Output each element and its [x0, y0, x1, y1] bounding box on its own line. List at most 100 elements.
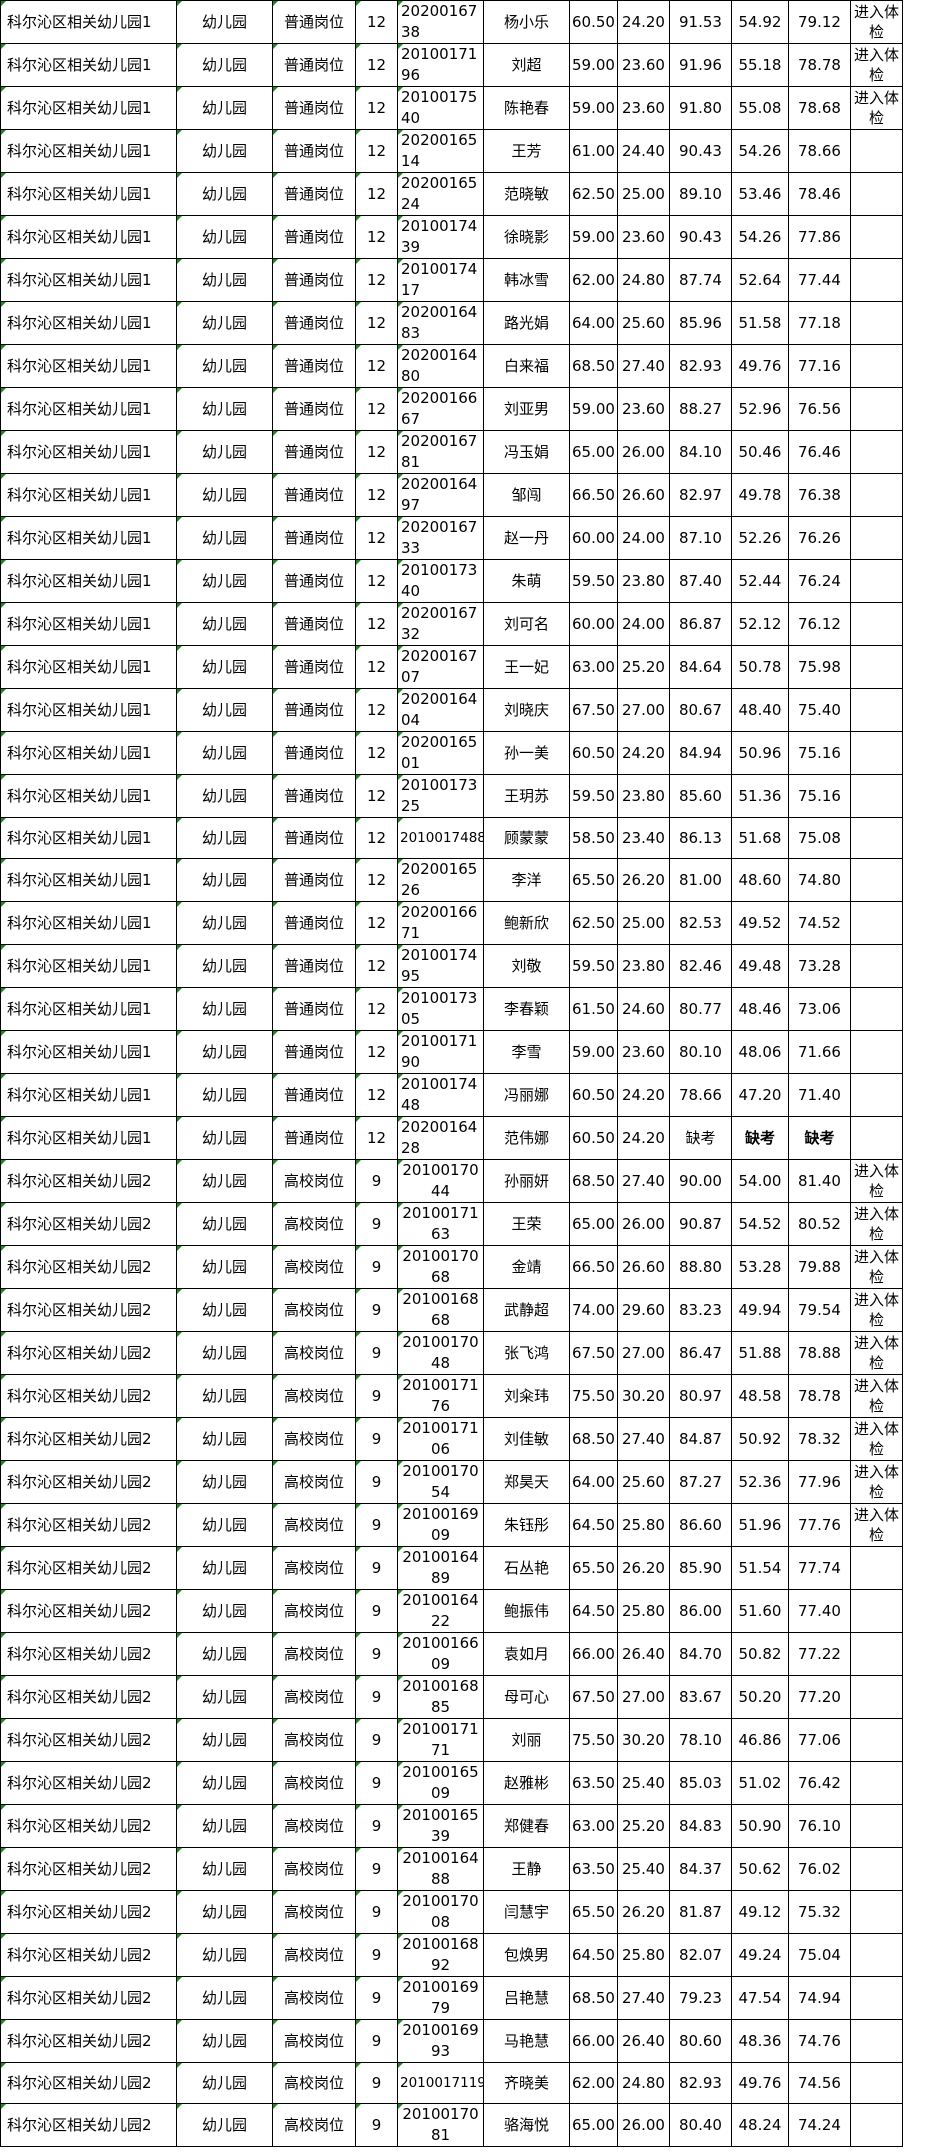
interview-weighted-cell: 缺考 [731, 1116, 789, 1160]
unit-cell: 科尔沁区相关幼儿园2 [0, 1589, 177, 1633]
name-cell: 刘亚男 [483, 387, 570, 431]
unit-cell: 科尔沁区相关幼儿园1 [0, 258, 177, 302]
quota-cell: 12 [355, 516, 398, 560]
quota-cell: 9 [355, 1675, 398, 1719]
written-weighted-cell: 23.60 [617, 43, 670, 87]
interview-weighted-cell: 50.78 [731, 645, 789, 689]
category-cell: 幼儿园 [176, 86, 273, 130]
table-row: 科尔沁区相关幼儿园1 幼儿园 普通岗位 12 2020016480 白来福 68.50 27.… [0, 344, 903, 388]
unit-cell: 科尔沁区相关幼儿园2 [0, 1718, 177, 1762]
interview-weighted-cell: 53.28 [731, 1245, 789, 1289]
interview-weighted-cell: 50.46 [731, 430, 789, 474]
post-cell: 高校岗位 [272, 1589, 356, 1633]
written-score-cell: 59.50 [569, 774, 618, 818]
category-cell: 幼儿园 [176, 1073, 273, 1117]
remark-cell [850, 1890, 903, 1934]
quota-cell: 12 [355, 129, 398, 173]
exam-id-cell: 2010016489 [397, 1546, 484, 1590]
quota-cell: 9 [355, 1890, 398, 1934]
exam-id-cell: 2020016497 [397, 473, 484, 517]
table-row: 科尔沁区相关幼儿园1 幼儿园 普通岗位 12 2020016707 王一妃 63.00 25.… [0, 645, 903, 689]
quota-cell: 12 [355, 172, 398, 216]
interview-score-cell: 82.93 [669, 2062, 732, 2104]
unit-cell: 科尔沁区相关幼儿园1 [0, 731, 177, 775]
written-weighted-cell: 24.00 [617, 602, 670, 646]
written-score-cell: 59.00 [569, 43, 618, 87]
exam-id-cell: 2020016428 [397, 1116, 484, 1160]
post-cell: 普通岗位 [272, 215, 356, 259]
category-cell: 幼儿园 [176, 1331, 273, 1375]
written-score-cell: 67.50 [569, 688, 618, 732]
written-score-cell: 61.50 [569, 987, 618, 1031]
table-row: 科尔沁区相关幼儿园1 幼儿园 普通岗位 12 2020016733 赵一丹 60.00 24.… [0, 516, 903, 560]
interview-weighted-cell: 48.60 [731, 858, 789, 902]
category-cell: 幼儿园 [176, 1761, 273, 1805]
quota-cell: 12 [355, 817, 398, 859]
written-score-cell: 62.00 [569, 2062, 618, 2104]
post-cell: 普通岗位 [272, 987, 356, 1031]
interview-score-cell: 86.47 [669, 1331, 732, 1375]
remark-cell [850, 602, 903, 646]
exam-id-cell: 2010016422 [397, 1589, 484, 1633]
exam-id-cell: 2010017163 [397, 1202, 484, 1246]
quota-cell: 9 [355, 1546, 398, 1590]
name-cell: 王玥苏 [483, 774, 570, 818]
remark-cell [850, 1675, 903, 1719]
unit-cell: 科尔沁区相关幼儿园1 [0, 645, 177, 689]
exam-id-cell: 2010017176 [397, 1374, 484, 1418]
interview-score-cell: 90.43 [669, 129, 732, 173]
table-row: 科尔沁区相关幼儿园2 幼儿园 高校岗位 9 2010016909 朱钰彤 64.50 25.8… [0, 1503, 903, 1547]
category-cell: 幼儿园 [176, 129, 273, 173]
exam-id-cell: 2020016404 [397, 688, 484, 732]
total-score-cell: 77.44 [788, 258, 851, 302]
category-cell: 幼儿园 [176, 2103, 273, 2147]
post-cell: 普通岗位 [272, 473, 356, 517]
written-score-cell: 61.00 [569, 129, 618, 173]
interview-score-cell: 80.97 [669, 1374, 732, 1418]
post-cell: 普通岗位 [272, 901, 356, 945]
post-cell: 高校岗位 [272, 1202, 356, 1246]
unit-cell: 科尔沁区相关幼儿园1 [0, 430, 177, 474]
unit-cell: 科尔沁区相关幼儿园1 [0, 901, 177, 945]
written-weighted-cell: 29.60 [617, 1288, 670, 1332]
exam-id-cell: 2010017495 [397, 944, 484, 988]
interview-score-cell: 88.80 [669, 1245, 732, 1289]
total-score-cell: 74.94 [788, 1976, 851, 2020]
interview-weighted-cell: 52.96 [731, 387, 789, 431]
exam-id-cell: 2010017119 [397, 2062, 484, 2104]
written-weighted-cell: 26.00 [617, 430, 670, 474]
table-row: 科尔沁区相关幼儿园2 幼儿园 高校岗位 9 2010017106 刘佳敏 68.50 27.4… [0, 1417, 903, 1461]
exam-id-cell: 2020016526 [397, 858, 484, 902]
category-cell: 幼儿园 [176, 944, 273, 988]
written-weighted-cell: 26.40 [617, 2019, 670, 2063]
name-cell: 冯丽娜 [483, 1073, 570, 1117]
interview-score-cell: 85.03 [669, 1761, 732, 1805]
category-cell: 幼儿园 [176, 1976, 273, 2020]
exam-id-cell: 2020016524 [397, 172, 484, 216]
written-weighted-cell: 30.20 [617, 1374, 670, 1418]
interview-weighted-cell: 51.36 [731, 774, 789, 818]
written-weighted-cell: 25.80 [617, 1589, 670, 1633]
interview-weighted-cell: 52.64 [731, 258, 789, 302]
unit-cell: 科尔沁区相关幼儿园2 [0, 1503, 177, 1547]
remark-cell [850, 215, 903, 259]
post-cell: 高校岗位 [272, 1675, 356, 1719]
unit-cell: 科尔沁区相关幼儿园2 [0, 1288, 177, 1332]
interview-weighted-cell: 54.92 [731, 0, 789, 44]
interview-weighted-cell: 54.00 [731, 1159, 789, 1203]
post-cell: 普通岗位 [272, 858, 356, 902]
quota-cell: 12 [355, 0, 398, 44]
written-weighted-cell: 25.40 [617, 1847, 670, 1891]
interview-score-cell: 88.27 [669, 387, 732, 431]
written-weighted-cell: 26.00 [617, 1202, 670, 1246]
total-score-cell: 75.40 [788, 688, 851, 732]
exam-id-cell: 2010017008 [397, 1890, 484, 1934]
post-cell: 普通岗位 [272, 430, 356, 474]
total-score-cell: 76.24 [788, 559, 851, 603]
interview-weighted-cell: 50.82 [731, 1632, 789, 1676]
exam-id-cell: 2020016733 [397, 516, 484, 560]
unit-cell: 科尔沁区相关幼儿园2 [0, 1202, 177, 1246]
interview-score-cell: 84.64 [669, 645, 732, 689]
name-cell: 王芳 [483, 129, 570, 173]
category-cell: 幼儿园 [176, 645, 273, 689]
